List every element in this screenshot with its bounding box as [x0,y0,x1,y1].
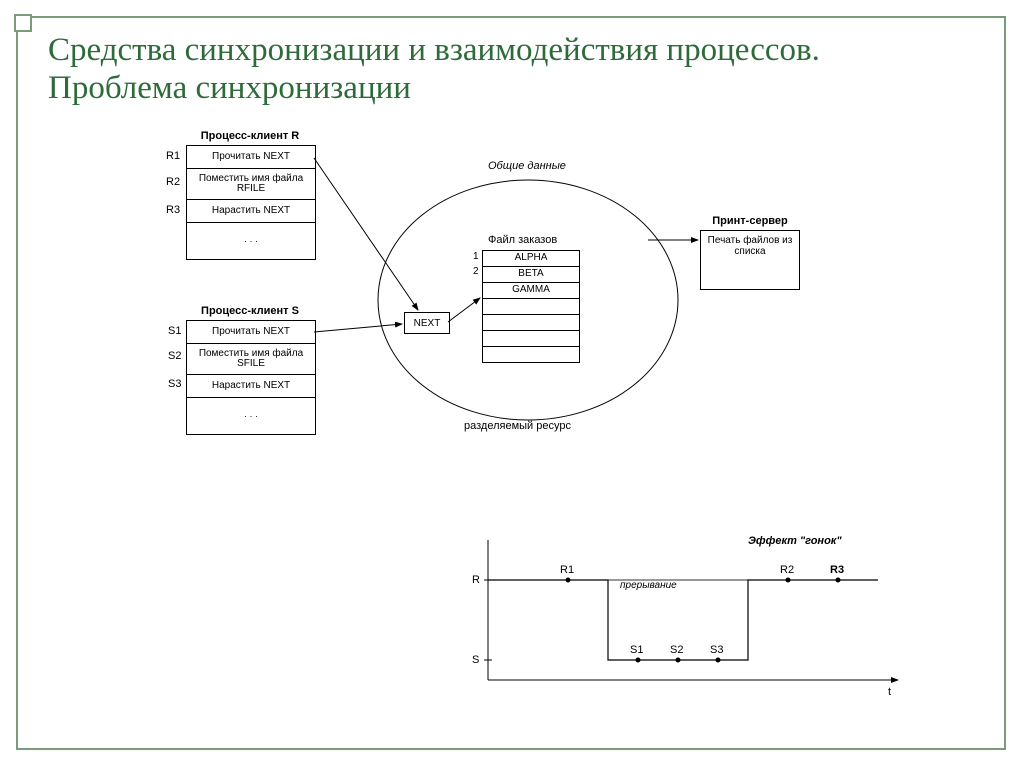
t-axis-label: t [888,686,891,698]
proc-s-header: Процесс-клиент S [186,305,314,317]
proc-r-row: Поместить имя файла RFILE [187,169,315,200]
s1-evt: S1 [630,644,643,656]
r2-evt: R2 [780,564,794,576]
files-label: Файл заказов [488,234,557,246]
s3-label: S3 [168,378,181,390]
r3-label: R3 [166,204,180,216]
file-row: ALPHA [483,251,579,267]
diagram: Процесс-клиент R Прочитать NEXT Поместит… [48,120,968,740]
proc-s-box: Прочитать NEXT Поместить имя файла SFILE… [186,320,316,435]
proc-r-row: Нарастить NEXT [187,200,315,223]
file-row [483,347,579,362]
proc-s-row: Поместить имя файла SFILE [187,344,315,375]
file-row: GAMMA [483,283,579,299]
next-box: NEXT [404,312,450,334]
page-title: Средства синхронизации и взаимодействия … [48,32,948,108]
file-idx-2: 2 [473,266,479,277]
proc-r-box: Прочитать NEXT Поместить имя файла RFILE… [186,145,316,260]
proc-r-row: Прочитать NEXT [187,146,315,169]
file-idx-1: 1 [473,251,479,262]
proc-r-ellipsis: · · · [187,223,315,259]
r-axis-label: R [472,574,480,586]
s-axis-label: S [472,654,479,666]
file-row [483,315,579,331]
file-row: BETA [483,267,579,283]
proc-s-ellipsis: · · · [187,398,315,434]
interrupt-label: прерывание [620,580,677,591]
files-box: ALPHA BETA GAMMA [482,250,580,363]
r3-evt: R3 [830,564,844,576]
r1-label: R1 [166,150,180,162]
proc-s-row: Нарастить NEXT [187,375,315,398]
proc-r-header: Процесс-клиент R [186,130,314,142]
r2-label: R2 [166,176,180,188]
slide-corner [14,14,32,32]
race-title: Эффект "гонок" [748,535,842,547]
shared-label: Общие данные [488,160,566,172]
file-row [483,299,579,315]
resource-label: разделяемый ресурс [464,420,571,432]
s1-label: S1 [168,325,181,337]
s3-evt: S3 [710,644,723,656]
proc-s-row: Прочитать NEXT [187,321,315,344]
file-row [483,331,579,347]
s2-label: S2 [168,350,181,362]
s2-evt: S2 [670,644,683,656]
printer-header: Принт-сервер [700,215,800,227]
r1-evt: R1 [560,564,574,576]
printer-box: Печать файлов из списка [700,230,800,290]
